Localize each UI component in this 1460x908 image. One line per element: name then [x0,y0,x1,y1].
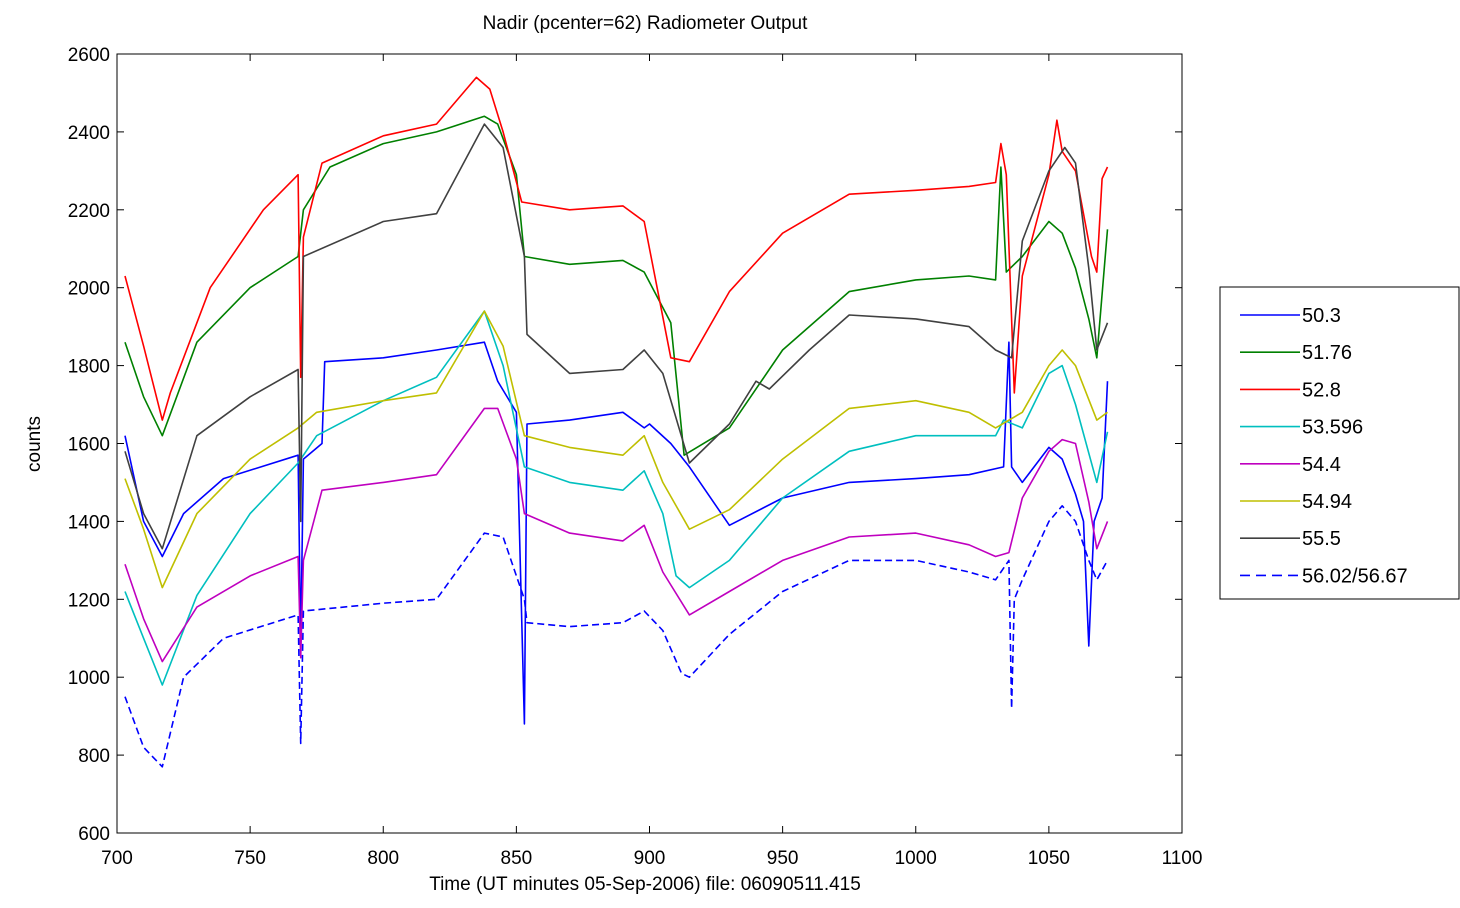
y-axis-label: counts [24,416,45,472]
y-tick-label: 2600 [68,45,110,66]
legend: 50.3 51.76 52.8 53.596 54.4 54.94 55.5 56.02/56… [1219,286,1460,600]
series-line-5 [124,310,1108,589]
y-tick-label: 1200 [68,590,110,611]
tick-layer: 700 750 800 850 900 950 1000 1050 1100 600 800 1000… [68,45,1203,869]
y-tick-label: 1800 [68,357,110,378]
legend-label-2: 52.8 [1302,379,1341,401]
y-tick-label: 1000 [68,668,110,689]
y-tick-label: 800 [78,746,110,767]
y-tick-label: 1600 [68,435,110,456]
series-line-7 [124,505,1109,768]
legend-label-6: 55.5 [1302,528,1341,550]
x-tick-label: 950 [767,848,799,869]
legend-label-7: 56.02/56.67 [1302,565,1408,587]
x-tick-label: 700 [101,848,133,869]
y-tick-label: 2400 [68,123,110,144]
x-tick-label: 750 [234,848,266,869]
series-layer [124,76,1109,768]
legend-label-4: 54.4 [1302,454,1341,476]
legend-label-3: 53.596 [1302,417,1363,439]
y-tick-label: 600 [78,824,110,845]
series-line-6 [124,123,1109,550]
y-tick-label: 2000 [68,279,110,300]
legend-label-0: 50.3 [1302,305,1341,327]
x-tick-label: 900 [634,848,666,869]
plot-area [116,53,1183,834]
x-tick-label: 1000 [895,848,937,869]
x-tick-label: 850 [501,848,533,869]
series-line-3 [124,310,1109,686]
legend-label-5: 54.94 [1302,491,1352,513]
y-tick-label: 1400 [68,512,110,533]
series-line-4 [124,407,1109,663]
legend-box [1219,286,1460,600]
chart-title: Nadir (pcenter=62) Radiometer Output [483,13,808,34]
x-tick-label: 1050 [1028,848,1070,869]
y-tick-label: 2200 [68,201,110,222]
x-tick-label: 800 [367,848,399,869]
x-axis-label: Time (UT minutes 05-Sep-2006) file: 0609… [429,874,861,895]
series-line-2 [124,76,1109,421]
legend-label-1: 51.76 [1302,342,1352,364]
series-line-0 [124,341,1109,725]
series-line-1 [124,115,1109,456]
x-tick-label: 1100 [1162,848,1203,869]
